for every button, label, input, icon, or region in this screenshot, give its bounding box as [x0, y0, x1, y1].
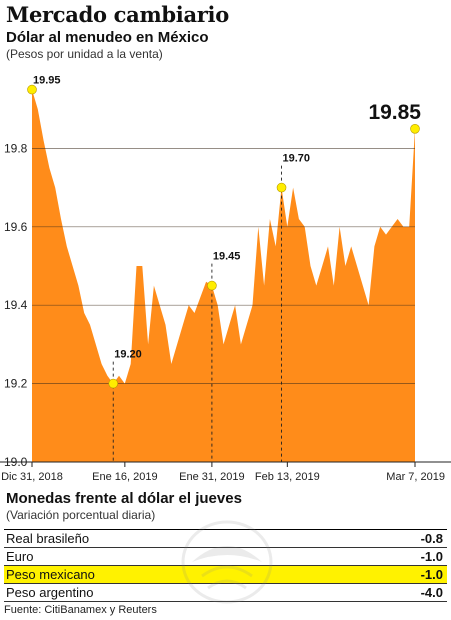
- data-label: 19.45: [213, 251, 241, 263]
- data-label: 19.70: [283, 153, 311, 165]
- page-title: Mercado cambiario: [6, 2, 229, 27]
- currency-name: Real brasileño: [4, 529, 344, 548]
- currencies-units: (Variación porcentual diaria): [6, 508, 156, 522]
- x-tick-label: Ene 16, 2019: [92, 471, 157, 483]
- eagle-watermark-icon: [181, 520, 273, 604]
- y-tick-label: 19.8: [4, 141, 28, 155]
- table-row: Real brasileño -0.8: [4, 529, 447, 548]
- currency-change: -0.8: [343, 529, 447, 548]
- x-tick-label: Ene 31, 2019: [179, 471, 244, 483]
- chart-subtitle: Dólar al menudeo en México: [6, 29, 209, 46]
- data-point-marker: [27, 84, 37, 95]
- y-tick-label: 19.6: [4, 220, 28, 234]
- table-row: Peso argentino -4.0: [4, 583, 447, 602]
- y-tick-label: 19.0: [4, 455, 28, 469]
- y-tick-label: 19.4: [4, 298, 28, 312]
- data-point-marker: [410, 124, 420, 134]
- data-label: 19.20: [114, 349, 142, 361]
- x-tick-label: Feb 13, 2019: [255, 471, 320, 483]
- x-tick-label: Dic 31, 2018: [1, 471, 63, 483]
- currency-change: -1.0: [343, 547, 447, 566]
- table-row: Euro -1.0: [4, 547, 447, 566]
- currency-change: -1.0: [343, 565, 447, 584]
- data-label: 19.85: [368, 101, 421, 124]
- currency-name: Peso mexicano: [4, 565, 344, 584]
- table-row-highlighted: Peso mexicano -1.0: [4, 565, 447, 584]
- currencies-table: Real brasileño -0.8 Euro -1.0 Peso mexic…: [4, 529, 447, 602]
- source-note: Fuente: CitiBanamex y Reuters: [4, 604, 157, 616]
- currencies-title: Monedas frente al dólar el jueves: [6, 490, 242, 507]
- data-point-marker: [108, 378, 119, 389]
- data-point-marker: [207, 280, 217, 291]
- x-tick-label: Mar 7, 2019: [386, 471, 445, 483]
- chart-units: (Pesos por unidad a la venta): [6, 47, 163, 61]
- exchange-rate-chart: 19.0 19.2 19.4 19.6 19.8 Dic 31, 2018 Ene 16, …: [0, 75, 451, 483]
- area-series: [32, 89, 415, 462]
- currency-name: Euro: [4, 547, 344, 566]
- data-point-marker: [276, 182, 287, 193]
- currency-name: Peso argentino: [4, 583, 344, 602]
- data-label: 19.95: [33, 75, 61, 87]
- currency-change: -4.0: [343, 583, 447, 602]
- y-tick-label: 19.2: [4, 377, 28, 391]
